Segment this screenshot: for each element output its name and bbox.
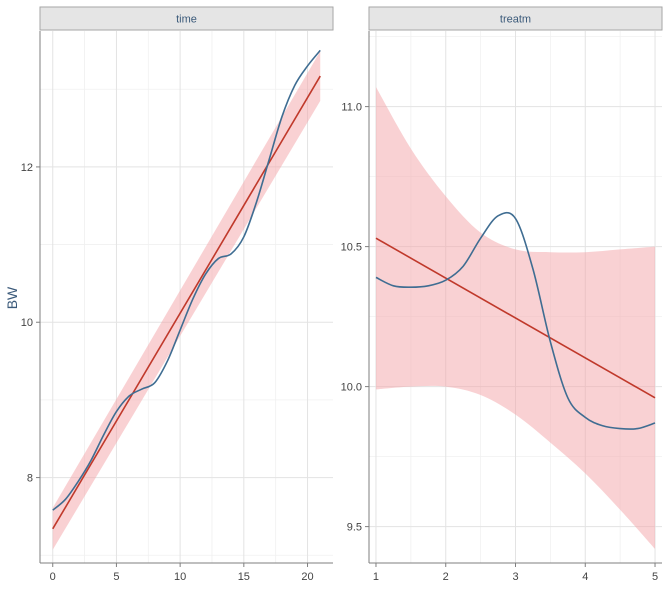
x-tick-label: 5: [113, 571, 119, 583]
x-tick-label: 5: [652, 571, 658, 583]
x-tick-label: 2: [443, 571, 449, 583]
y-tick-label: 10: [21, 317, 33, 329]
y-tick-label: 8: [27, 473, 33, 485]
x-tick-label: 0: [50, 571, 56, 583]
confidence-band: [52, 51, 321, 550]
x-tick-label: 4: [582, 571, 588, 583]
marks-time: [52, 49, 321, 550]
x-tick-label: 15: [238, 571, 250, 583]
linear-fit-line: [52, 75, 321, 530]
y-tick-label: 10.0: [341, 382, 362, 394]
y-tick-label: 11.0: [341, 102, 362, 114]
panel-strip-treatm: [368, 6, 663, 31]
y-tick-label: 12: [21, 162, 33, 174]
smooth-line: [375, 211, 656, 430]
linear-fit-line: [375, 237, 656, 399]
x-tick-label: 20: [301, 571, 313, 583]
panel-title-treatm: treatm: [500, 14, 531, 26]
y-tick-label: 10.5: [341, 242, 362, 254]
marks-treatm: [375, 87, 656, 549]
axes-time: 0 5 10 15 20 8 10 12: [21, 31, 333, 583]
x-tick-label: 3: [512, 571, 518, 583]
panel-strip-time: [39, 6, 334, 31]
axes-treatm: 1 2 3 4 5 9.5 10.0 10.5 11.0: [341, 31, 662, 583]
panel-treatm: treatm 1 2 3 4 5 9.5 10.0 10.5 11.0: [341, 6, 663, 583]
x-tick-label: 10: [174, 571, 186, 583]
y-axis-title: BW: [4, 286, 20, 309]
y-tick-label: 9.5: [347, 522, 362, 534]
smooth-line: [52, 49, 321, 511]
x-tick-label: 1: [373, 571, 379, 583]
panel-title-time: time: [176, 14, 197, 26]
panel-time: time 0 5 10 15 20 8 10 12: [21, 6, 334, 583]
